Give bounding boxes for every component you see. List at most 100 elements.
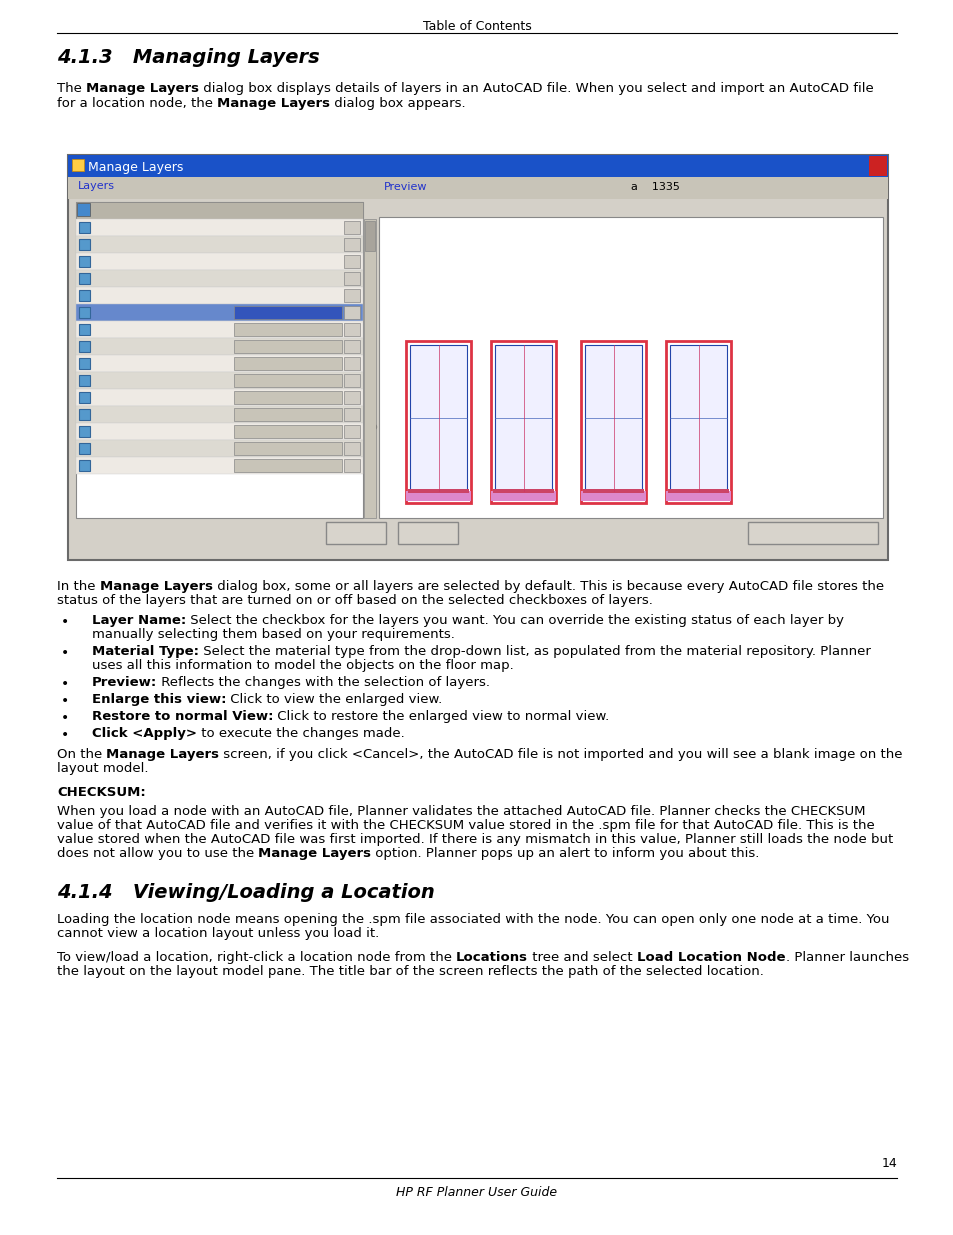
Text: ✓: ✓ [81, 377, 88, 385]
Bar [344, 254, 359, 268]
Bar [233, 459, 341, 472]
Text: •: • [61, 615, 69, 629]
Text: ▾: ▾ [349, 291, 355, 301]
Text: north: north [95, 357, 123, 367]
Text: Apply: Apply [339, 527, 373, 541]
Bar [76, 287, 363, 304]
Text: Restore to normal View:: Restore to normal View: [91, 710, 274, 722]
Bar [76, 203, 363, 219]
Text: 4.1.4   Viewing/Loading a Location: 4.1.4 Viewing/Loading a Location [57, 883, 435, 902]
Bar [76, 203, 363, 517]
Bar [493, 489, 554, 493]
Text: Table of Contents: Table of Contents [422, 20, 531, 33]
Bar [79, 409, 90, 420]
Text: Preview:: Preview: [91, 676, 157, 689]
Text: win: win [95, 254, 113, 266]
Text: Reflects the changes with the selection of layers.: Reflects the changes with the selection … [157, 676, 490, 689]
Text: value of that AutoCAD file and verifies it with the CHECKSUM value stored in the: value of that AutoCAD file and verifies … [57, 819, 874, 832]
Bar [344, 459, 359, 472]
Bar [406, 492, 471, 501]
Bar [76, 321, 363, 338]
Text: ✓: ✓ [81, 342, 88, 352]
Bar [76, 270, 363, 287]
Bar [581, 341, 646, 503]
Text: COLUMN: COLUMN [95, 272, 140, 282]
Bar [76, 236, 363, 253]
Bar [344, 357, 359, 370]
Bar [233, 357, 341, 370]
Text: railing: railing [95, 425, 128, 435]
Text: 4.1.3   Managing Layers: 4.1.3 Managing Layers [57, 48, 319, 67]
Bar [76, 354, 363, 372]
Text: dialog box appears.: dialog box appears. [330, 98, 465, 110]
Text: ✓: ✓ [81, 241, 88, 249]
Bar [79, 426, 90, 437]
Bar [747, 522, 877, 543]
Text: <Select...>: <Select...> [235, 408, 291, 417]
Text: for a location node, the: for a location node, the [57, 98, 217, 110]
Text: ▾: ▾ [349, 342, 355, 352]
Text: ✓: ✓ [81, 394, 88, 403]
Text: Material Type:: Material Type: [91, 645, 199, 658]
Text: Concrete: Concrete [235, 272, 279, 282]
Text: Material: Material [239, 204, 288, 214]
Text: Marble: Marble [235, 238, 269, 248]
Text: tree and select: tree and select [528, 951, 637, 965]
Text: ▾: ▾ [349, 241, 355, 251]
Text: ✓: ✓ [81, 258, 88, 267]
Text: Manage Layers: Manage Layers [258, 847, 371, 860]
Text: The: The [57, 82, 86, 95]
Bar [344, 272, 359, 285]
Bar [666, 492, 731, 501]
Bar [491, 341, 556, 503]
Bar [344, 374, 359, 387]
Bar [68, 177, 887, 199]
Bar [326, 522, 386, 543]
Text: value stored when the AutoCAD file was first imported. If there is any mismatch : value stored when the AutoCAD file was f… [57, 832, 892, 846]
Bar [68, 156, 887, 559]
Text: PLASTER: PLASTER [95, 374, 141, 384]
Bar [410, 345, 467, 492]
Bar [79, 341, 90, 352]
Text: ✓: ✓ [81, 359, 88, 368]
Text: manually selecting them based on your requirements.: manually selecting them based on your re… [91, 629, 455, 641]
Text: Enlarge this view:: Enlarge this view: [91, 693, 226, 706]
Text: . Planner launches: . Planner launches [785, 951, 908, 965]
Text: HATCH: HATCH [95, 238, 130, 248]
Text: <Select...>: <Select...> [235, 306, 291, 316]
Text: Dry: Dry [235, 254, 253, 266]
Text: Click to restore the enlarged view to normal view.: Click to restore the enlarged view to no… [274, 710, 609, 722]
Bar [585, 345, 641, 492]
Bar [77, 203, 90, 216]
Text: ▾: ▾ [349, 410, 355, 420]
Bar [365, 221, 375, 251]
Text: ✓: ✓ [81, 462, 88, 471]
Text: TEXT: TEXT [95, 340, 121, 350]
Bar [79, 240, 90, 249]
Text: •: • [61, 677, 69, 692]
Bar [79, 256, 90, 267]
Text: Layer Name: Layer Name [103, 204, 172, 214]
Text: HP RF Planner User Guide: HP RF Planner User Guide [396, 1186, 557, 1199]
Text: <Select...>: <Select...> [235, 324, 291, 333]
Text: •: • [61, 646, 69, 659]
Text: ✓: ✓ [81, 291, 88, 300]
Text: •: • [61, 711, 69, 725]
Bar [233, 442, 341, 454]
Text: ▾: ▾ [349, 224, 355, 233]
Bar [79, 290, 90, 301]
Bar [495, 345, 552, 492]
Bar [79, 443, 90, 454]
Text: To view/load a location, right-click a location node from the: To view/load a location, right-click a l… [57, 951, 456, 965]
Bar [79, 308, 90, 317]
Bar [76, 389, 363, 406]
Bar [583, 489, 644, 493]
Bar [408, 489, 469, 493]
Text: glass: glass [95, 391, 122, 401]
Text: Manage Layers: Manage Layers [100, 580, 213, 593]
Text: ✓: ✓ [81, 427, 88, 436]
Text: Manage Layers: Manage Layers [217, 98, 330, 110]
Text: <Select...>: <Select...> [235, 391, 291, 401]
Text: border: border [95, 442, 130, 452]
Text: does not allow you to use the: does not allow you to use the [57, 847, 258, 860]
